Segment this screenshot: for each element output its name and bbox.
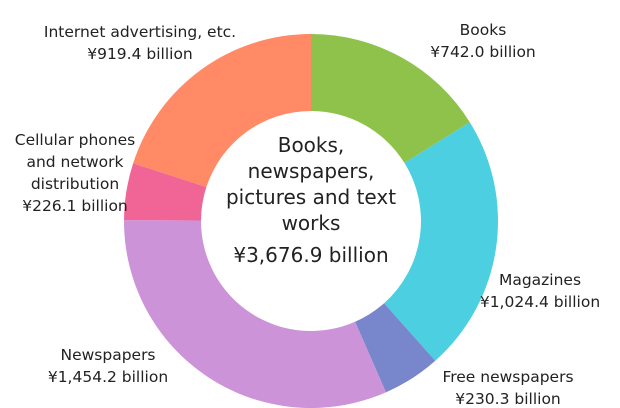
slice-label: Magazines ¥1,024.4 billion	[455, 269, 620, 313]
category-label: Free newspapers	[442, 368, 574, 386]
slice	[124, 220, 386, 408]
category-label: Newspapers	[60, 346, 156, 364]
value-label: ¥1,454.2 billion	[47, 368, 169, 386]
center-value: ¥3,676.9 billion	[233, 243, 389, 267]
value-label: ¥742.0 billion	[430, 43, 536, 61]
center-line: newspapers,	[247, 159, 375, 183]
center-line: Books,	[277, 133, 345, 157]
slice	[355, 303, 436, 393]
value-label: ¥226.1 billion	[22, 197, 128, 215]
center-line: works	[281, 211, 341, 235]
value-label: ¥230.3 billion	[455, 390, 561, 408]
slice	[133, 34, 311, 188]
slice	[384, 122, 498, 361]
category-label: Internet advertising, etc.	[43, 23, 237, 41]
category-label: Magazines	[498, 271, 582, 289]
slice	[124, 163, 207, 221]
value-label: ¥1,024.4 billion	[479, 293, 601, 311]
slice	[311, 34, 470, 163]
slice-label: Newspapers ¥1,454.2 billion	[18, 344, 198, 388]
center-line: pictures and text	[225, 185, 397, 209]
category-label: Cellular phones and network distribution	[14, 131, 136, 193]
center-title: Books, newspapers, pictures and text works	[201, 132, 421, 236]
category-label: Books	[459, 21, 507, 39]
slice-label: Internet advertising, etc. ¥919.4 billion	[20, 21, 260, 65]
value-label: ¥919.4 billion	[87, 45, 193, 63]
slice-label: Books ¥742.0 billion	[403, 19, 563, 63]
slice-label: Cellular phones and network distribution…	[0, 129, 150, 217]
slice-label: Free newspapers ¥230.3 billion	[418, 366, 598, 408]
